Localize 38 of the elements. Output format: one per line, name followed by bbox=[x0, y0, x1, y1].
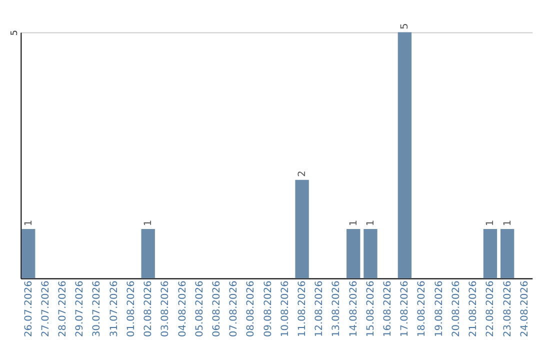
x-tick-label: 12.08.2026 bbox=[314, 280, 326, 337]
x-tick-label: 22.08.2026 bbox=[485, 280, 496, 337]
x-tick-label: 18.08.2026 bbox=[416, 280, 428, 337]
x-tick-label: 15.08.2026 bbox=[365, 280, 376, 337]
x-tick-label: 24.08.2026 bbox=[519, 280, 530, 337]
x-tick-label: 03.08.2026 bbox=[160, 280, 172, 337]
data-label: 1 bbox=[485, 220, 496, 226]
x-tick-label: 05.08.2026 bbox=[194, 280, 206, 337]
data-label: 1 bbox=[502, 220, 514, 226]
x-tick-label: 10.08.2026 bbox=[280, 280, 291, 337]
x-tick-label: 26.07.2026 bbox=[23, 280, 34, 337]
x-tick-label: 21.08.2026 bbox=[468, 280, 480, 337]
x-tick-label: 02.08.2026 bbox=[143, 280, 154, 337]
x-tick-label: 31.07.2026 bbox=[108, 280, 120, 337]
x-tick-label: 01.08.2026 bbox=[126, 280, 137, 337]
data-label: 2 bbox=[297, 170, 308, 177]
data-label: 1 bbox=[348, 220, 360, 226]
x-tick-label: 23.08.2026 bbox=[502, 280, 514, 337]
x-tick-label: 30.07.2026 bbox=[92, 280, 103, 337]
data-label: 1 bbox=[365, 220, 376, 226]
x-tick-label: 13.08.2026 bbox=[331, 280, 342, 337]
x-tick-label: 06.08.2026 bbox=[211, 280, 222, 337]
x-tick-label: 08.08.2026 bbox=[246, 280, 257, 337]
x-tick-label: 09.08.2026 bbox=[262, 280, 274, 337]
x-tick-label: 04.08.2026 bbox=[177, 280, 188, 337]
x-tick-label: 17.08.2026 bbox=[400, 280, 411, 337]
x-tick-label: 07.08.2026 bbox=[228, 280, 240, 337]
x-tick-label: 20.08.2026 bbox=[450, 280, 462, 337]
x-tick-label: 16.08.2026 bbox=[382, 280, 394, 337]
x-tick-label: 11.08.2026 bbox=[297, 280, 308, 337]
x-tick-label: 19.08.2026 bbox=[434, 280, 445, 337]
x-tick-label: 14.08.2026 bbox=[348, 280, 360, 337]
x-tick-label: 28.07.2026 bbox=[58, 280, 69, 337]
x-tick-label: 27.07.2026 bbox=[40, 280, 52, 337]
data-label: 1 bbox=[143, 220, 154, 226]
data-label: 5 bbox=[400, 23, 411, 30]
x-tick-label: 29.07.2026 bbox=[74, 280, 86, 337]
data-label: 1 bbox=[23, 220, 34, 226]
